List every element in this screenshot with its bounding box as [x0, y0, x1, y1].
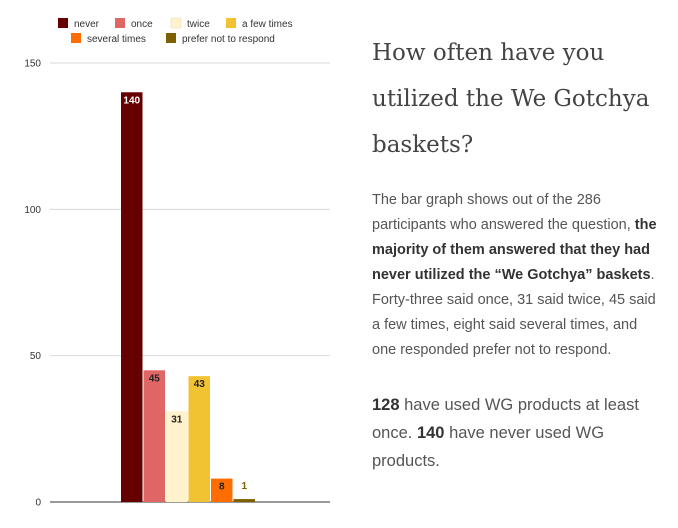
chart-bars	[121, 92, 255, 503]
legend-label-once: once	[131, 19, 153, 30]
data-label-twice: 31	[171, 414, 183, 425]
legend-swatch-twice	[170, 17, 182, 29]
legend-label-a-few-times: a few times	[242, 19, 293, 30]
y-tick-label: 150	[24, 59, 41, 70]
data-label-prefer-not-to-respond: 1	[241, 481, 247, 492]
article-body-intro: The bar graph shows out of the 286 parti…	[372, 192, 635, 233]
legend-swatch-a-few-times	[226, 18, 236, 28]
article-body-rest: . Forty-three said once, 31 said twice, …	[372, 267, 656, 358]
legend-label-twice: twice	[187, 19, 210, 30]
legend-label-prefer-not-to-respond: prefer not to respond	[182, 34, 275, 45]
data-label-a-few-times: 43	[194, 379, 206, 390]
bar-chart: never once twice a few times several times pr…	[24, 17, 330, 509]
legend-swatch-never	[58, 18, 68, 28]
y-tick-label: 0	[35, 498, 41, 509]
stat-used-text: have used WG products at least once.	[372, 396, 639, 442]
bar-several-times	[211, 478, 233, 502]
legend-label-several-times: several times	[87, 34, 146, 45]
bar-twice	[166, 411, 188, 502]
bar-a-few-times	[188, 376, 210, 502]
y-tick-label: 50	[30, 351, 42, 362]
article-body-highlight: the majority of them answered that they …	[372, 217, 657, 283]
stat-never-text: have never used WG products.	[372, 424, 605, 470]
article-title: How often have you utilized the We Gotch…	[372, 40, 650, 158]
data-label-once: 45	[149, 373, 161, 384]
article-stats: 128 have used WG products at least once.…	[372, 391, 662, 475]
legend-label-never: never	[74, 19, 100, 30]
bar-once	[143, 370, 165, 502]
legend-swatch-once	[115, 18, 125, 28]
chart-y-axis: 0 50 100 150	[24, 59, 41, 509]
bar-never	[121, 92, 143, 503]
stat-never-count: 140	[416, 424, 445, 442]
data-label-never: 140	[123, 95, 140, 106]
legend-swatch-several-times	[71, 33, 81, 43]
legend-swatch-prefer-not-to-respond	[166, 33, 176, 43]
article-panel: How often have you utilized the We Gotch…	[372, 30, 662, 475]
chart-legend: never once twice a few times several times pr…	[58, 17, 293, 45]
bar-chart-panel: never once twice a few times several times pr…	[24, 17, 330, 509]
y-tick-label: 100	[24, 205, 41, 216]
data-label-several-times: 8	[219, 482, 225, 493]
chart-data-labels: 140 45 31 43 8 1	[123, 95, 247, 492]
bar-prefer-not-to-respond	[233, 499, 255, 502]
stat-used-count: 128	[372, 396, 400, 414]
article-body: The bar graph shows out of the 286 parti…	[372, 188, 662, 363]
